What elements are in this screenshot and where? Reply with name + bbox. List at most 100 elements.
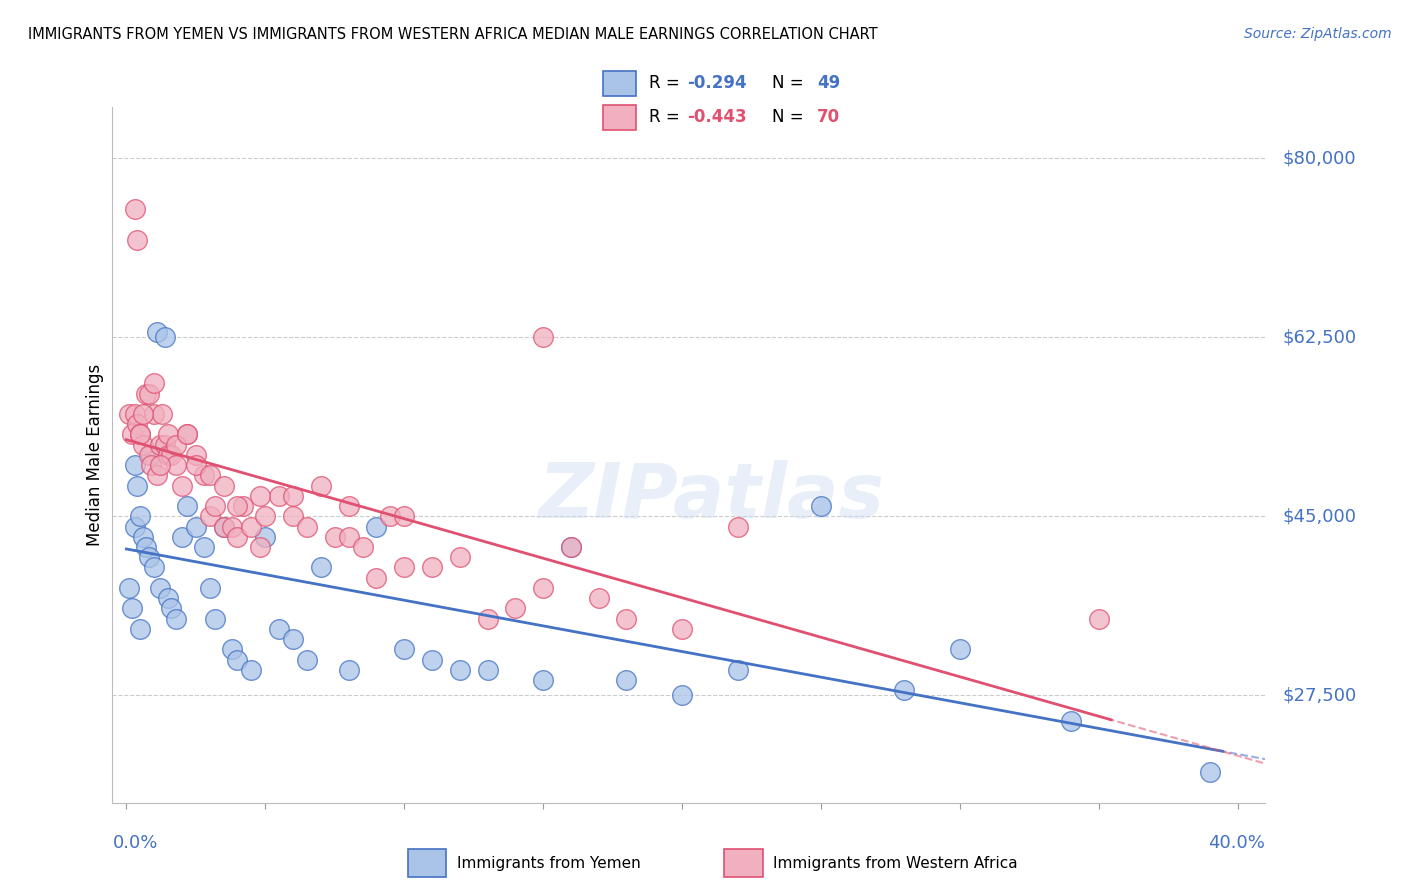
Point: [132, 438, 155, 452]
Point: [204, 499, 226, 513]
Point: [531, 581, 554, 595]
Point: [129, 427, 152, 442]
Point: [810, 499, 832, 513]
Point: [1087, 612, 1109, 626]
Point: [269, 489, 291, 503]
Point: [560, 540, 582, 554]
Point: [165, 612, 187, 626]
Point: [143, 376, 166, 391]
Point: [240, 663, 263, 677]
Point: [176, 427, 198, 442]
Point: [254, 530, 277, 544]
Point: [159, 601, 181, 615]
Text: $45,000: $45,000: [1282, 508, 1357, 525]
Text: N =: N =: [772, 74, 808, 92]
Point: [198, 509, 221, 524]
Point: [165, 438, 187, 452]
Point: [477, 663, 499, 677]
FancyBboxPatch shape: [408, 849, 447, 877]
Point: [149, 438, 172, 452]
Point: [240, 519, 263, 533]
Point: [420, 652, 443, 666]
Text: IMMIGRANTS FROM YEMEN VS IMMIGRANTS FROM WESTERN AFRICA MEDIAN MALE EARNINGS COR: IMMIGRANTS FROM YEMEN VS IMMIGRANTS FROM…: [28, 27, 877, 42]
Point: [176, 499, 198, 513]
Point: [124, 519, 146, 533]
Point: [138, 448, 160, 462]
FancyBboxPatch shape: [603, 105, 636, 130]
Point: [204, 612, 226, 626]
Point: [392, 509, 415, 524]
Point: [616, 673, 638, 687]
Point: [121, 427, 143, 442]
Point: [129, 622, 152, 636]
Point: [146, 468, 169, 483]
Point: [221, 642, 243, 657]
Point: [337, 499, 360, 513]
Point: [671, 622, 693, 636]
Point: [232, 499, 254, 513]
Point: [127, 233, 149, 247]
Text: $62,500: $62,500: [1282, 328, 1357, 346]
Text: 0.0%: 0.0%: [112, 834, 157, 852]
Point: [149, 458, 172, 472]
Point: [226, 530, 249, 544]
Point: [118, 407, 141, 421]
Point: [616, 612, 638, 626]
Point: [337, 663, 360, 677]
Text: Source: ZipAtlas.com: Source: ZipAtlas.com: [1244, 27, 1392, 41]
Point: [449, 663, 471, 677]
Point: [141, 458, 163, 472]
Point: [143, 407, 166, 421]
Point: [366, 571, 388, 585]
Text: R =: R =: [648, 74, 685, 92]
Text: 70: 70: [817, 109, 839, 127]
Point: [588, 591, 610, 606]
Point: [135, 386, 157, 401]
Point: [477, 612, 499, 626]
Point: [198, 468, 221, 483]
Point: [727, 663, 749, 677]
Point: [198, 581, 221, 595]
Point: [249, 489, 271, 503]
Point: [671, 689, 693, 703]
Point: [149, 581, 172, 595]
Point: [295, 519, 318, 533]
Text: Immigrants from Western Africa: Immigrants from Western Africa: [773, 855, 1018, 871]
Point: [157, 427, 180, 442]
Text: 40.0%: 40.0%: [1209, 834, 1265, 852]
Point: [193, 468, 215, 483]
Point: [170, 478, 193, 492]
Point: [212, 519, 235, 533]
Point: [127, 417, 149, 432]
Point: [165, 458, 187, 472]
Point: [159, 448, 181, 462]
Point: [309, 560, 332, 574]
Text: ZIPatlas: ZIPatlas: [538, 459, 884, 533]
Point: [337, 530, 360, 544]
Point: [1060, 714, 1083, 728]
Point: [309, 478, 332, 492]
Text: -0.294: -0.294: [688, 74, 747, 92]
Point: [226, 499, 249, 513]
Point: [221, 519, 243, 533]
Point: [155, 438, 177, 452]
Point: [249, 540, 271, 554]
Point: [170, 530, 193, 544]
Point: [124, 202, 146, 217]
Point: [323, 530, 346, 544]
Point: [135, 540, 157, 554]
Point: [727, 519, 749, 533]
Point: [505, 601, 527, 615]
Point: [129, 427, 152, 442]
Point: [212, 478, 235, 492]
Point: [281, 509, 304, 524]
Point: [392, 642, 415, 657]
Point: [124, 407, 146, 421]
FancyBboxPatch shape: [724, 849, 763, 877]
Point: [118, 581, 141, 595]
Point: [184, 448, 207, 462]
Point: [152, 407, 174, 421]
Point: [132, 407, 155, 421]
Point: [531, 330, 554, 344]
Point: [176, 427, 198, 442]
